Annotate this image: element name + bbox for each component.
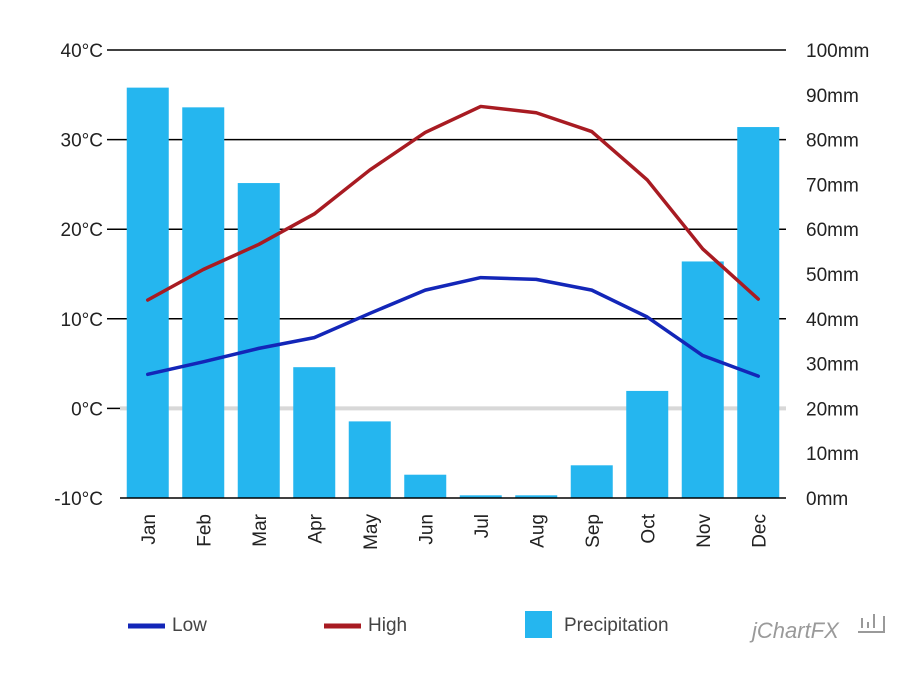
right-tick-label: 100mm [806, 41, 869, 62]
precipitation-bar [515, 495, 558, 498]
category-label: Sep [583, 514, 604, 548]
precipitation-bar [570, 465, 613, 498]
right-tick-label: 0mm [806, 489, 848, 510]
right-tick-label: 40mm [806, 310, 859, 331]
right-tick-label: 10mm [806, 444, 859, 465]
left-tick-label: 20°C [61, 220, 103, 241]
legend[interactable]: Low High Precipitation [128, 611, 669, 638]
left-tick-label: 10°C [61, 310, 103, 331]
legend-item-precipitation[interactable]: Precipitation [525, 611, 669, 638]
precipitation-bar [681, 261, 724, 498]
category-label: Apr [305, 513, 326, 543]
category-label: Aug [527, 514, 548, 548]
temperature-lines [146, 104, 760, 378]
legend-label-high: High [368, 615, 407, 636]
category-label: Jul [472, 514, 493, 538]
legend-swatch-precipitation [525, 611, 552, 638]
category-label: Nov [694, 514, 715, 548]
brand-chart-icon [858, 614, 885, 633]
left-tick-label: 40°C [61, 41, 103, 62]
category-label: May [361, 514, 382, 550]
right-tick-label: 90mm [806, 86, 859, 107]
precipitation-bar [293, 367, 336, 498]
precipitation-bar [737, 127, 780, 498]
right-tick-label: 80mm [806, 131, 859, 152]
category-label: Dec [749, 514, 770, 548]
brand-logo: jChartFX [749, 614, 885, 643]
right-tick-label: 60mm [806, 220, 859, 241]
right-tick-label: 70mm [806, 175, 859, 196]
precipitation-bars [126, 87, 780, 499]
axes: -10°C 0°C 10°C 20°C 30°C 40°C 0mm 10mm 20mm 30mm 4… [54, 41, 869, 550]
category-label: Jan [139, 514, 160, 545]
legend-item-high[interactable]: High [324, 615, 407, 636]
high-line [146, 104, 760, 302]
right-tick-label: 50mm [806, 265, 859, 286]
precipitation-bar [626, 390, 669, 498]
precipitation-bar [404, 474, 447, 498]
precipitation-bar [237, 183, 280, 498]
legend-label-precipitation: Precipitation [564, 615, 669, 636]
precipitation-bar [182, 107, 225, 499]
category-label: Jun [416, 514, 437, 545]
left-tick-label: 30°C [61, 131, 103, 152]
precipitation-bar [348, 421, 391, 498]
precipitation-bar [459, 495, 502, 498]
category-label: Oct [638, 513, 659, 543]
legend-item-low[interactable]: Low [128, 615, 207, 636]
left-tick-label: 0°C [71, 399, 103, 420]
right-tick-label: 30mm [806, 355, 859, 376]
right-tick-label: 20mm [806, 399, 859, 420]
legend-label-low: Low [172, 615, 207, 636]
category-label: Mar [250, 513, 271, 546]
low-line [146, 275, 760, 378]
category-label: Feb [194, 514, 215, 547]
left-tick-label: -10°C [54, 489, 103, 510]
brand-text: jChartFX [749, 618, 840, 643]
